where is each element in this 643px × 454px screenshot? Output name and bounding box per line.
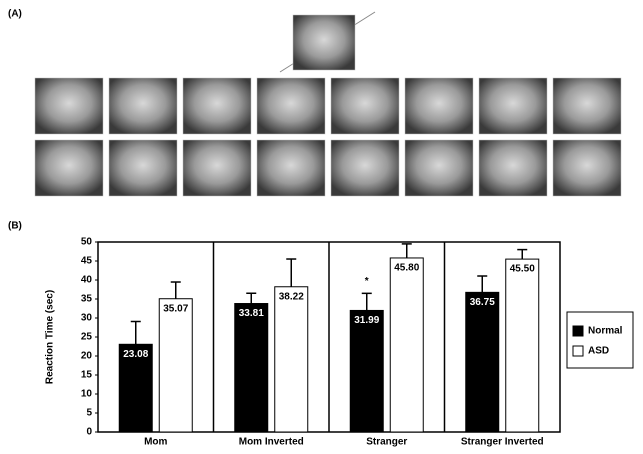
data-label: 38.22 [279, 291, 304, 302]
legend-label: Normal [588, 326, 623, 337]
face-photo [404, 139, 474, 197]
x-tick-label: Mom Inverted [239, 437, 304, 448]
data-label: 31.99 [354, 315, 379, 326]
y-tick-label: 0 [86, 427, 92, 438]
face-photo [108, 139, 178, 197]
error-bar [477, 275, 488, 293]
error-bar [246, 292, 257, 304]
face-photo [552, 139, 622, 197]
data-label: 35.07 [163, 303, 188, 314]
y-tick-label: 30 [81, 313, 93, 324]
x-tick-label: Mom [144, 437, 167, 448]
face-photo [552, 77, 622, 135]
error-bar [401, 243, 412, 258]
face-photo [182, 139, 252, 197]
face-photo [404, 77, 474, 135]
data-label: 45.80 [394, 263, 419, 274]
y-axis-label: Reaction Time (sec) [45, 290, 56, 384]
bar [158, 298, 193, 433]
face-photo [330, 77, 400, 135]
x-tick-label: Stranger [366, 437, 407, 448]
x-tick-label: Stranger Inverted [461, 437, 544, 448]
annotation: * [365, 276, 369, 287]
data-label: 45.50 [510, 264, 535, 275]
y-tick-label: 5 [86, 408, 92, 419]
legend-box [566, 311, 634, 369]
y-tick-label: 25 [81, 332, 93, 343]
face-photos [34, 11, 622, 197]
face-photo [478, 77, 548, 135]
y-tick-label: 20 [81, 351, 93, 362]
data-label: 36.75 [470, 297, 495, 308]
y-tick-label: 50 [81, 237, 93, 248]
panel-label: (A) [8, 9, 22, 20]
face-photo [182, 77, 252, 135]
data-label: 33.81 [239, 308, 264, 319]
face-photo [108, 77, 178, 135]
face-photo [330, 139, 400, 197]
face-photo [256, 139, 326, 197]
y-tick-label: 45 [81, 256, 93, 267]
legend-swatch [572, 345, 584, 357]
error-bar [130, 320, 141, 345]
bar [274, 286, 309, 433]
face-photo [34, 139, 104, 197]
data-label: 23.08 [123, 349, 148, 360]
legend-label: ASD [588, 346, 609, 357]
face-photo [292, 14, 356, 71]
error-bar [170, 281, 181, 299]
error-bar [517, 248, 528, 260]
legend-swatch [572, 325, 584, 337]
face-photo [34, 77, 104, 135]
panel-label: (B) [8, 221, 22, 232]
y-tick-label: 10 [81, 389, 93, 400]
bar [349, 309, 384, 433]
error-bar [361, 292, 372, 311]
face-photo [478, 139, 548, 197]
error-bar [286, 258, 297, 287]
face-photo [256, 77, 326, 135]
bar [389, 257, 424, 433]
bar [465, 291, 500, 433]
y-tick-label: 40 [81, 275, 93, 286]
bar [234, 303, 269, 433]
y-tick-label: 15 [81, 370, 93, 381]
bar [505, 258, 540, 433]
y-tick-label: 35 [81, 294, 93, 305]
